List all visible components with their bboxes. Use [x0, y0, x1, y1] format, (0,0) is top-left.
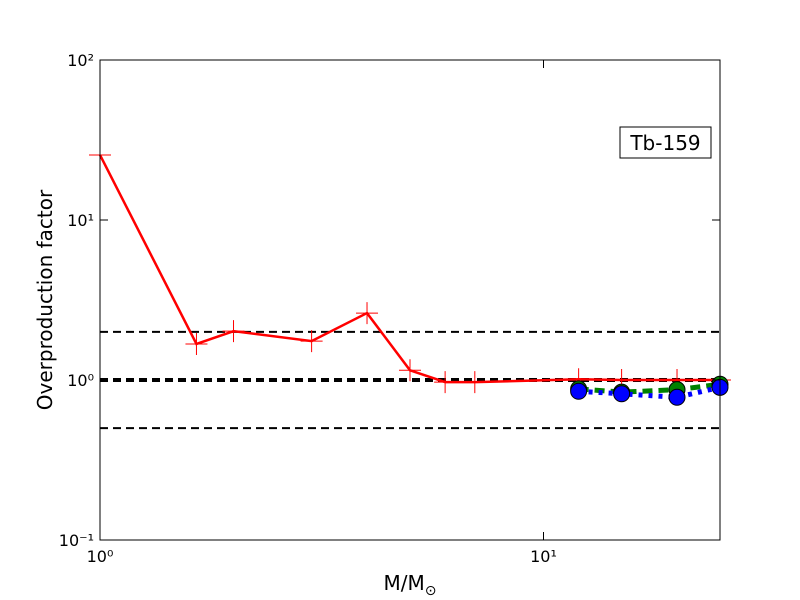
data-point [356, 302, 379, 325]
x-tick-label: 10⁰ [87, 547, 114, 566]
data-point [185, 332, 208, 355]
data-point [613, 385, 631, 403]
y-axis-label: Overproduction factor [33, 189, 57, 410]
data-point [463, 371, 486, 394]
data-point [434, 371, 457, 394]
y-tick-label: 10⁰ [67, 371, 94, 390]
x-tick-label: 10¹ [530, 547, 557, 566]
y-tick-label: 10² [67, 51, 94, 70]
y-tick-label: 10⁻¹ [59, 531, 94, 550]
data-point [668, 388, 686, 406]
data-point [300, 330, 323, 353]
data-point [399, 359, 421, 382]
x-axis-label: M/M⊙ [384, 571, 437, 599]
series-line [578, 384, 721, 400]
x-axis-label-main: M/M [384, 571, 425, 595]
data-point [222, 320, 245, 343]
y-tick-label: 10¹ [67, 211, 94, 230]
data-point [570, 382, 588, 400]
annotation: Tb-159 [629, 131, 700, 155]
axes-frame [99, 59, 721, 541]
x-axis-label-subscript: ⊙ [425, 583, 437, 599]
annotation-box [619, 126, 712, 159]
